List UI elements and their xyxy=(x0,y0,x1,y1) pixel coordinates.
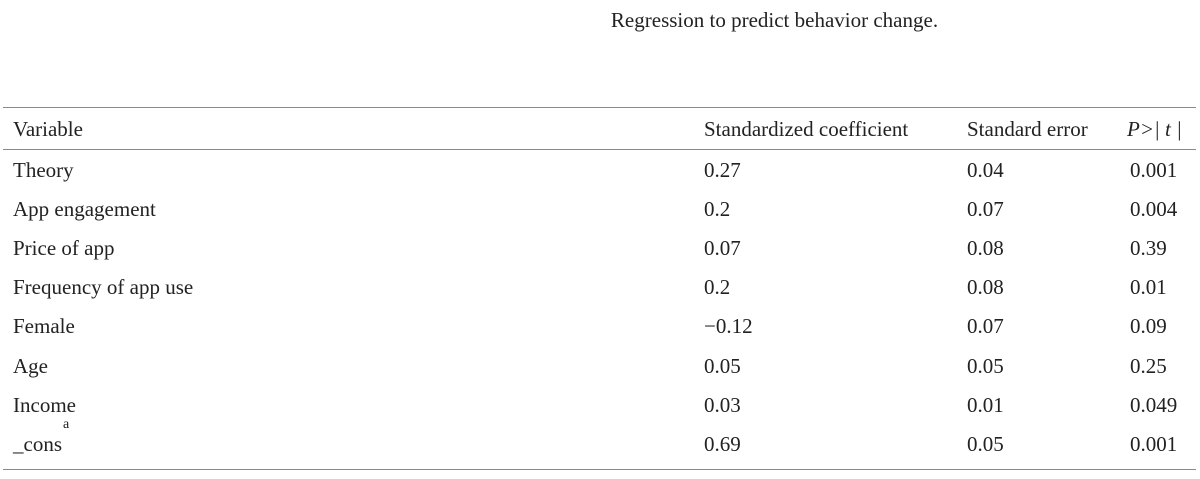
header-coefficient: Standardized coefficient xyxy=(704,117,909,141)
cell-variable: Age xyxy=(13,354,48,378)
cell-p-value: 0.25 xyxy=(1130,354,1167,378)
cell-variable: App engagement xyxy=(13,197,156,221)
cell-coefficient: 0.69 xyxy=(704,432,741,456)
cell-variable: _cons xyxy=(13,432,62,456)
header-variable: Variable xyxy=(13,117,83,141)
table-row: Age 0.05 0.05 0.25 xyxy=(0,347,1200,386)
cell-variable: Price of app xyxy=(13,236,115,260)
table-row: Frequency of app use 0.2 0.08 0.01 xyxy=(0,268,1200,307)
cell-std-error: 0.08 xyxy=(967,236,1004,260)
table-row: Theory 0.27 0.04 0.001 xyxy=(0,151,1200,190)
cell-variable: Frequency of app use xyxy=(13,275,194,299)
cell-variable: Income xyxy=(13,393,76,417)
cell-variable: Female xyxy=(13,314,75,338)
cell-p-value: 0.001 xyxy=(1130,432,1178,456)
table-row: Price of app 0.07 0.08 0.39 xyxy=(0,229,1200,268)
header-std-error: Standard error xyxy=(967,117,1088,141)
cell-std-error: 0.05 xyxy=(967,432,1004,456)
table-row: _cons a 0.69 0.05 0.001 xyxy=(0,418,1200,464)
table-row: App engagement 0.2 0.07 0.004 xyxy=(0,190,1200,229)
cell-p-value: 0.39 xyxy=(1130,236,1167,260)
cell-p-value: 0.049 xyxy=(1130,393,1178,417)
cell-coefficient: 0.2 xyxy=(704,197,731,221)
cell-std-error: 0.07 xyxy=(967,314,1004,338)
table-row: Female −0.12 0.07 0.09 xyxy=(0,307,1200,346)
cell-std-error: 0.01 xyxy=(967,393,1004,417)
cell-std-error: 0.05 xyxy=(967,354,1004,378)
cell-coefficient: 0.07 xyxy=(704,236,741,260)
cell-p-value: 0.09 xyxy=(1130,314,1167,338)
table-top-rule xyxy=(3,107,1196,108)
table-bottom-rule xyxy=(3,469,1196,470)
cell-p-value: 0.01 xyxy=(1130,275,1167,299)
cell-coefficient: 0.2 xyxy=(704,275,731,299)
cell-p-value: 0.001 xyxy=(1130,158,1178,182)
cell-std-error: 0.07 xyxy=(967,197,1004,221)
table-header-rule xyxy=(3,149,1196,150)
table-row: Income 0.03 0.01 0.049 xyxy=(0,386,1200,425)
table-caption: Regression to predict behavior change. xyxy=(610,8,939,32)
cell-variable: Theory xyxy=(13,158,74,182)
cell-p-value: 0.004 xyxy=(1130,197,1178,221)
cell-coefficient: −0.12 xyxy=(704,314,753,338)
table-header-row: Variable Standardized coefficient Standa… xyxy=(0,111,1200,150)
cell-coefficient: 0.03 xyxy=(704,393,741,417)
cell-coefficient: 0.27 xyxy=(704,158,741,182)
cell-std-error: 0.04 xyxy=(967,158,1004,182)
cell-std-error: 0.08 xyxy=(967,275,1004,299)
cell-coefficient: 0.05 xyxy=(704,354,741,378)
header-p-value: P>| t | xyxy=(1127,117,1182,141)
